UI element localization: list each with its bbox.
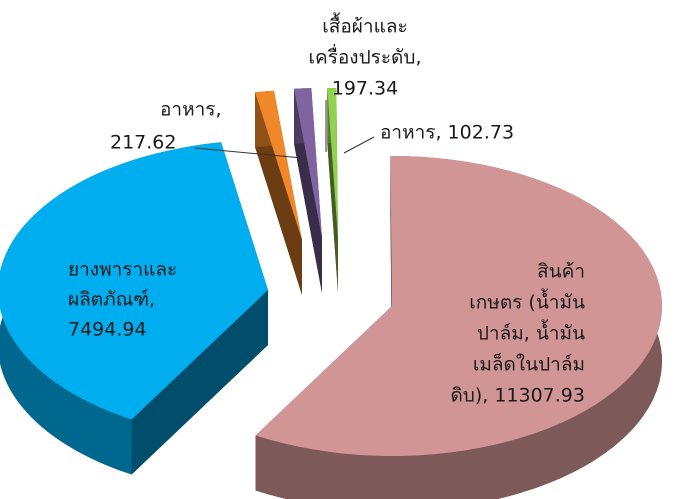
- slice: [255, 90, 302, 240]
- data-label: ดิบ), 11307.93: [450, 385, 585, 407]
- data-label: 7494.94: [68, 319, 147, 341]
- data-label: 217.62: [110, 132, 176, 154]
- slice: [0, 142, 268, 420]
- data-label: อาหาร,: [160, 99, 222, 121]
- data-label: 197.34: [332, 78, 398, 100]
- data-label: เกษตร (น้ำมัน: [469, 289, 585, 314]
- data-label: ยางพาราและ: [68, 259, 177, 281]
- data-label: อาหาร, 102.73: [380, 122, 514, 144]
- slice: [294, 88, 322, 238]
- data-label: ผลิตภัณฑ์,: [68, 289, 155, 311]
- leader-line: [194, 147, 303, 159]
- slice: [327, 88, 338, 238]
- leader-line: [343, 136, 375, 154]
- data-label: สินค้า: [537, 261, 585, 283]
- slice-side: [131, 290, 268, 475]
- data-label: เมล็ดในปาล์ม: [473, 352, 585, 376]
- data-label: ปาล์ม, น้ำมัน: [477, 320, 585, 345]
- slice: [255, 156, 662, 457]
- data-label: เสื้อผ้าและ: [322, 13, 407, 38]
- data-label: เครื่องประดับ,: [308, 44, 421, 69]
